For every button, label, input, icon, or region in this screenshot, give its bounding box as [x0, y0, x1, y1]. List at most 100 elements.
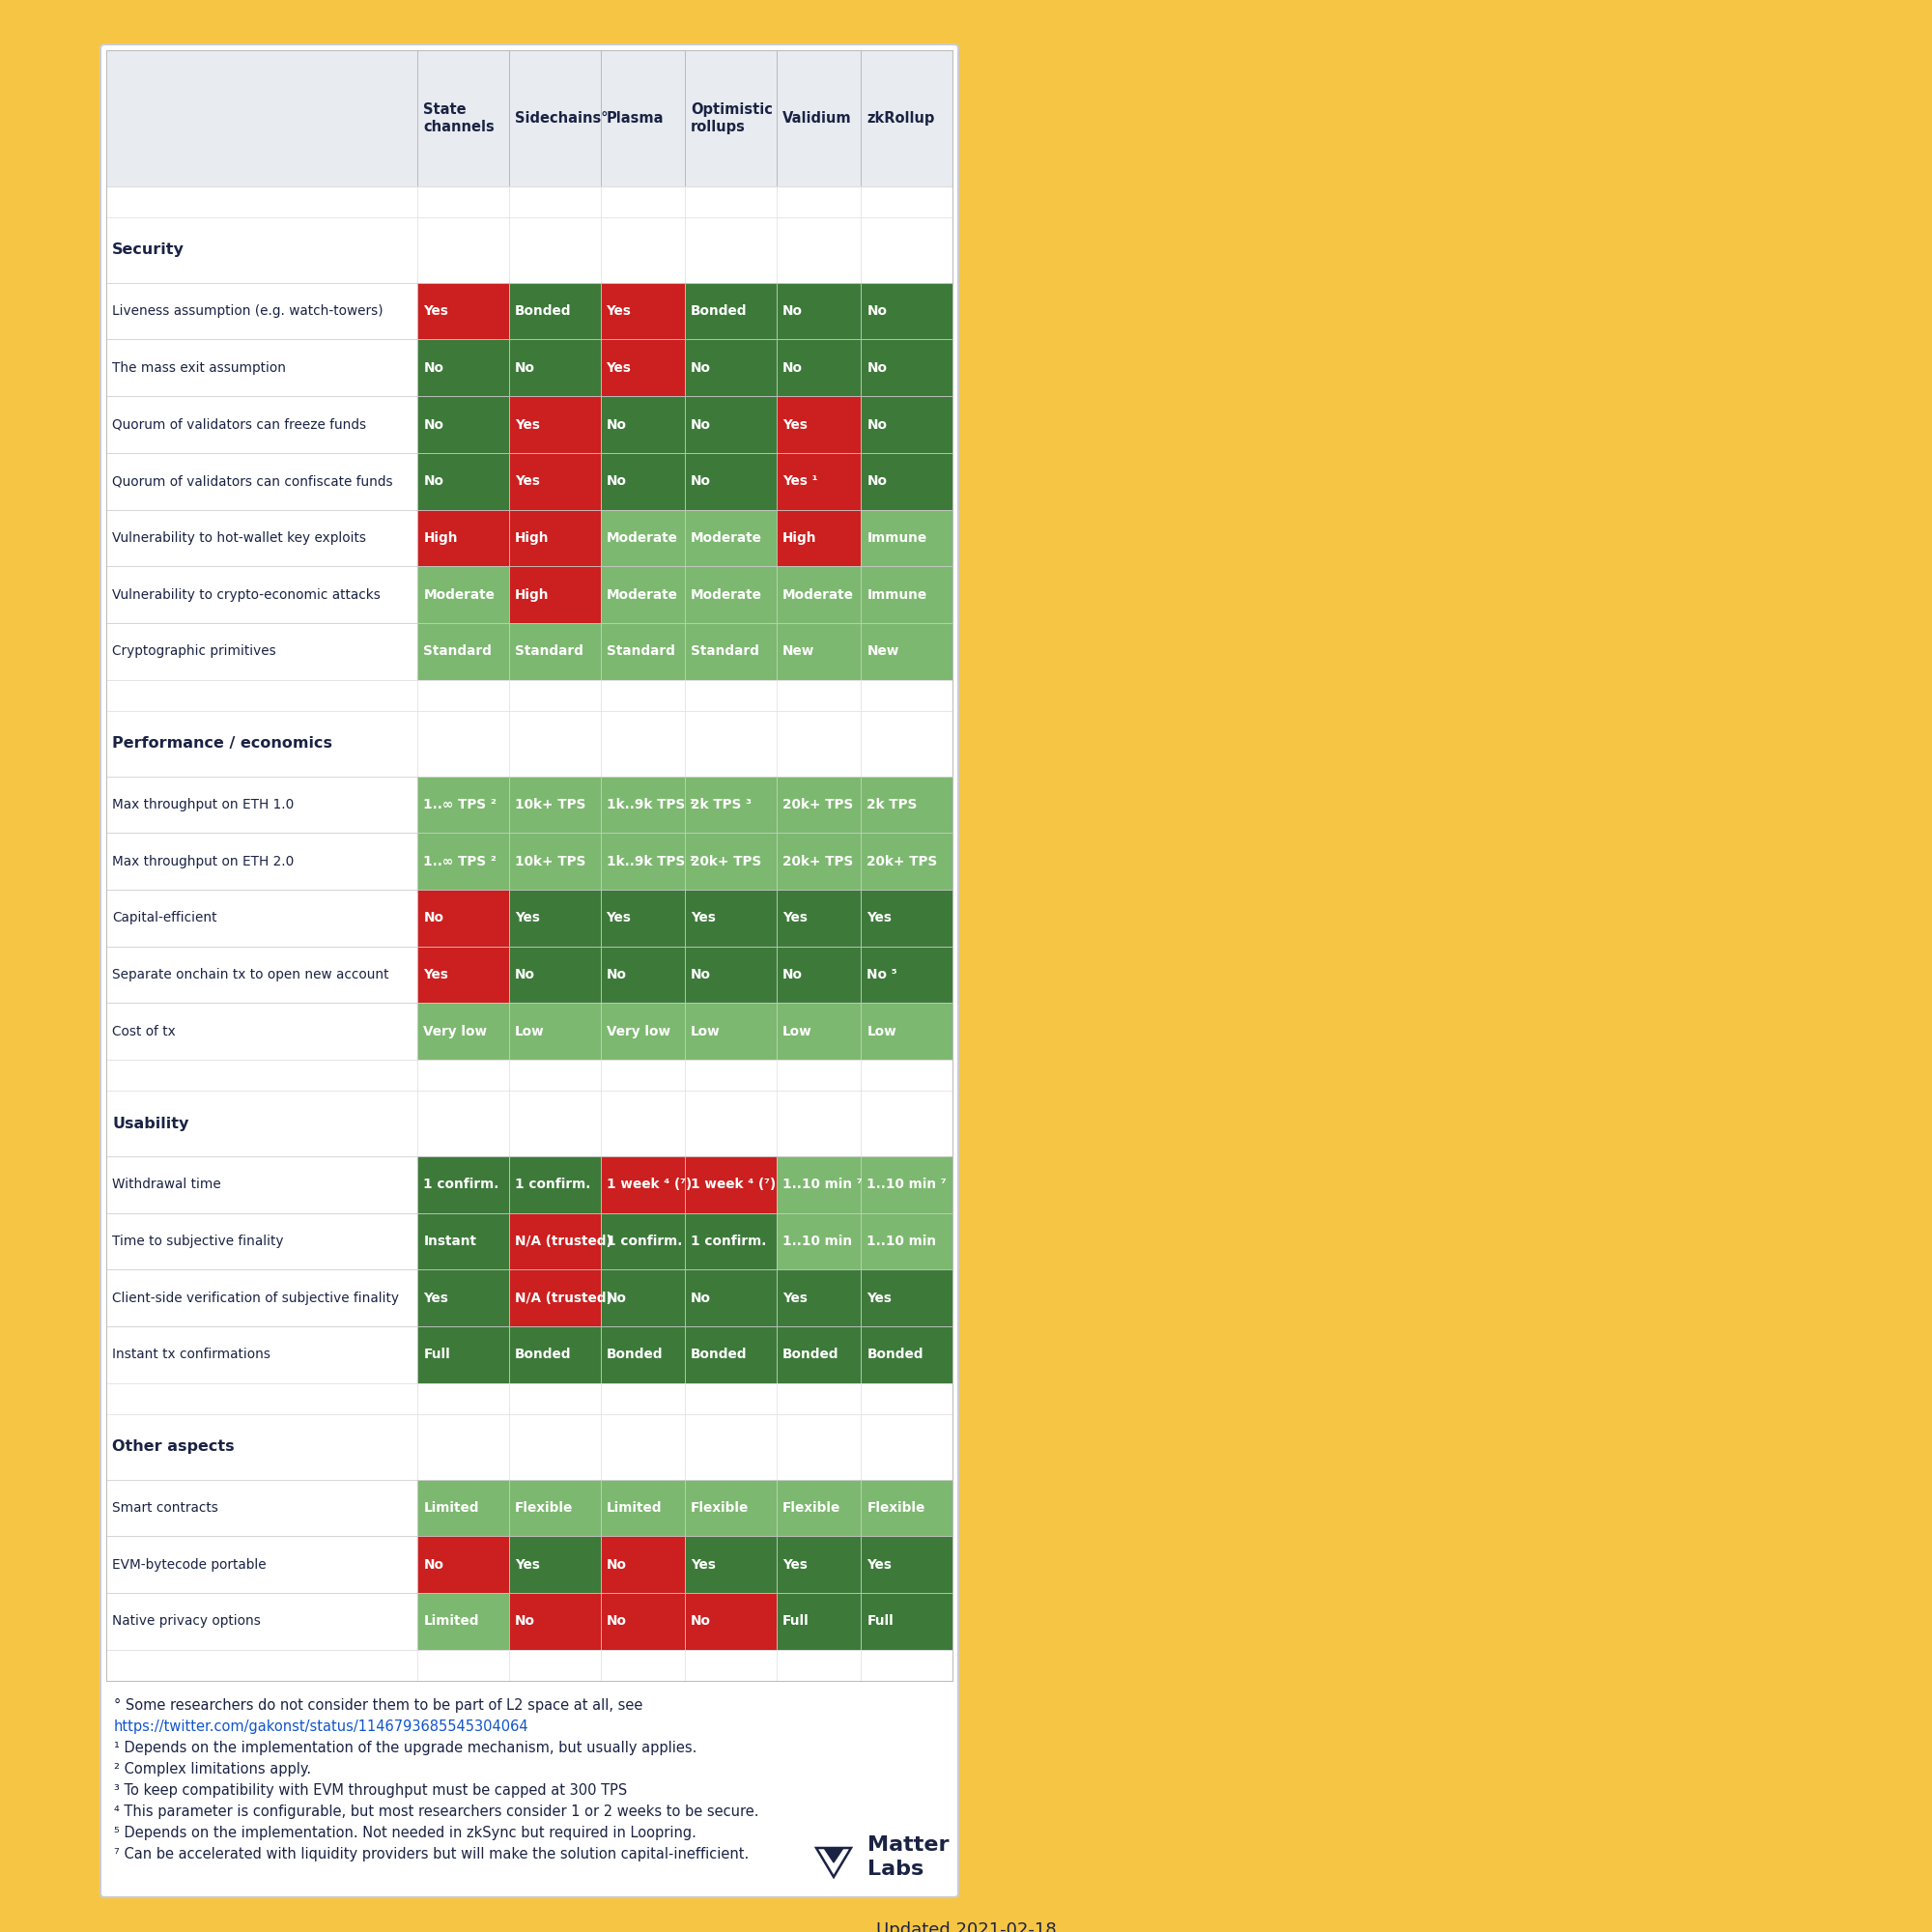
Text: Low: Low — [782, 1024, 811, 1037]
Text: No: No — [423, 475, 444, 489]
Bar — [686, 566, 777, 624]
Bar — [508, 777, 601, 833]
Text: Bonded: Bonded — [514, 305, 572, 319]
Bar — [777, 624, 862, 680]
Text: Yes: Yes — [423, 968, 448, 981]
Bar — [417, 833, 508, 889]
Bar — [601, 452, 686, 510]
Bar — [601, 889, 686, 947]
Bar — [417, 50, 508, 185]
Bar — [686, 340, 777, 396]
Text: Performance / economics: Performance / economics — [112, 736, 332, 752]
Text: zkRollup: zkRollup — [867, 110, 935, 126]
Bar — [777, 1061, 862, 1092]
Bar — [686, 1269, 777, 1327]
Bar — [601, 1269, 686, 1327]
Text: Moderate: Moderate — [782, 587, 854, 601]
Text: 1..∞ TPS ²: 1..∞ TPS ² — [423, 798, 497, 811]
Text: Optimistic
rollups: Optimistic rollups — [692, 102, 773, 135]
Text: Smart contracts: Smart contracts — [112, 1501, 218, 1515]
Text: Moderate: Moderate — [692, 587, 763, 601]
Bar — [417, 566, 508, 624]
Bar — [862, 452, 952, 510]
Bar — [686, 1536, 777, 1592]
Bar — [601, 1414, 686, 1480]
Bar — [686, 680, 777, 711]
Bar — [686, 1383, 777, 1414]
Text: Yes: Yes — [867, 912, 893, 925]
Text: https://twitter.com/gakonst/status/1146793685545304064: https://twitter.com/gakonst/status/11467… — [114, 1719, 529, 1735]
Text: No: No — [607, 1557, 626, 1571]
Bar — [601, 185, 686, 218]
Text: No: No — [692, 417, 711, 431]
Text: Cryptographic primitives: Cryptographic primitives — [112, 645, 276, 659]
Bar — [862, 947, 952, 1003]
Bar — [508, 1650, 601, 1681]
Text: Quorum of validators can freeze funds: Quorum of validators can freeze funds — [112, 417, 367, 431]
Bar — [862, 889, 952, 947]
Text: Yes: Yes — [607, 305, 632, 319]
Text: ³ To keep compatibility with EVM throughput must be capped at 300 TPS: ³ To keep compatibility with EVM through… — [114, 1783, 628, 1797]
Bar — [417, 218, 508, 282]
Text: No: No — [867, 305, 887, 319]
Bar — [106, 624, 417, 680]
Bar — [777, 282, 862, 340]
Bar — [508, 1536, 601, 1592]
Text: Bonded: Bonded — [692, 1349, 748, 1362]
Bar — [106, 50, 417, 185]
Text: No: No — [692, 968, 711, 981]
Bar — [417, 1061, 508, 1092]
Bar — [106, 396, 417, 452]
Bar — [508, 889, 601, 947]
Bar — [862, 396, 952, 452]
Bar — [777, 1383, 862, 1414]
Text: Immune: Immune — [867, 587, 927, 601]
Bar — [508, 1383, 601, 1414]
Bar — [777, 218, 862, 282]
Text: No: No — [782, 361, 802, 375]
Text: 1 confirm.: 1 confirm. — [423, 1179, 498, 1192]
Bar — [686, 1003, 777, 1061]
Text: 1k..9k TPS ²: 1k..9k TPS ² — [607, 854, 696, 867]
Bar — [508, 947, 601, 1003]
Text: Yes: Yes — [514, 1557, 539, 1571]
Bar — [508, 1061, 601, 1092]
Bar — [862, 1383, 952, 1414]
Text: Yes: Yes — [692, 912, 717, 925]
Text: Usability: Usability — [112, 1117, 189, 1130]
Bar — [862, 680, 952, 711]
Bar — [417, 1003, 508, 1061]
Bar — [601, 340, 686, 396]
Bar — [601, 510, 686, 566]
Text: Labs: Labs — [867, 1859, 923, 1878]
Bar — [417, 777, 508, 833]
Bar — [508, 833, 601, 889]
Bar — [686, 889, 777, 947]
Bar — [508, 624, 601, 680]
Bar — [777, 50, 862, 185]
Bar — [862, 1414, 952, 1480]
Text: Quorum of validators can confiscate funds: Quorum of validators can confiscate fund… — [112, 475, 392, 489]
Text: Liveness assumption (e.g. watch-towers): Liveness assumption (e.g. watch-towers) — [112, 305, 383, 319]
Text: No: No — [782, 305, 802, 319]
Text: Instant tx confirmations: Instant tx confirmations — [112, 1349, 270, 1362]
Bar — [508, 711, 601, 777]
Bar — [417, 1414, 508, 1480]
Text: Very low: Very low — [607, 1024, 670, 1037]
Bar — [106, 711, 417, 777]
Text: 2k TPS ³: 2k TPS ³ — [692, 798, 752, 811]
Bar — [508, 1092, 601, 1155]
Bar — [601, 680, 686, 711]
Bar — [601, 1383, 686, 1414]
Bar — [777, 185, 862, 218]
Text: Other aspects: Other aspects — [112, 1439, 234, 1455]
Bar — [601, 1155, 686, 1213]
Text: 20k+ TPS: 20k+ TPS — [782, 854, 854, 867]
Bar — [777, 1480, 862, 1536]
Text: No: No — [423, 361, 444, 375]
Bar — [601, 624, 686, 680]
Bar — [862, 1269, 952, 1327]
Bar — [777, 566, 862, 624]
Text: Yes: Yes — [867, 1291, 893, 1304]
Text: No: No — [607, 475, 626, 489]
